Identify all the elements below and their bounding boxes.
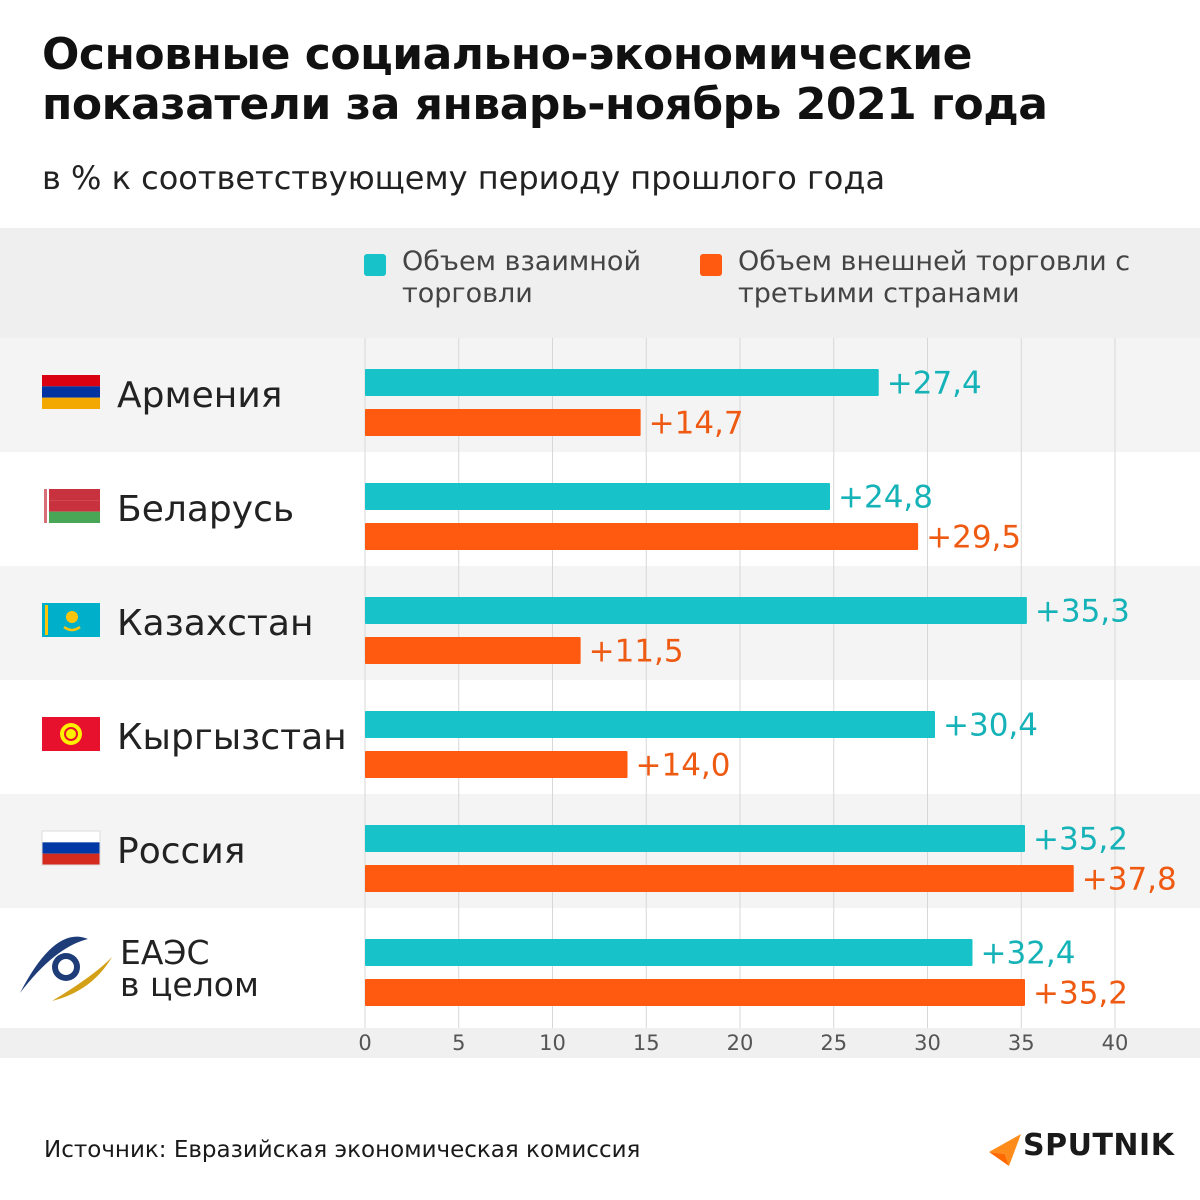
data-label: +35,2 — [1033, 976, 1128, 1012]
belarus-flag — [42, 489, 100, 523]
bar-external — [365, 865, 1074, 892]
armenia-flag — [42, 375, 100, 409]
category-label: ЕАЭС — [120, 933, 210, 972]
x-tick-label: 0 — [358, 1031, 371, 1055]
x-tick-label: 20 — [727, 1031, 754, 1055]
page-title: Основные социально-экономические показат… — [42, 29, 1048, 130]
bar-external — [365, 409, 641, 436]
kyrgyzstan-flag — [42, 717, 100, 751]
bar-mutual — [365, 369, 879, 396]
legend-band — [0, 228, 1200, 338]
russia-flag — [41, 830, 101, 866]
bar-external — [365, 523, 919, 550]
page-subtitle: в % к соответствующему периоду прошлого … — [42, 159, 886, 197]
x-tick-label: 10 — [539, 1031, 566, 1055]
data-label: +32,4 — [981, 936, 1076, 972]
source-note: Источник: Евразийская экономическая коми… — [44, 1137, 641, 1163]
sputnik-logo-icon — [989, 1134, 1021, 1166]
x-tick-label: 35 — [1008, 1031, 1035, 1055]
category-label: Армения — [117, 375, 282, 416]
eaeu-logo — [20, 936, 112, 1001]
category-label: Беларусь — [117, 489, 294, 530]
bar-external — [365, 751, 628, 778]
bar-external — [365, 979, 1025, 1006]
x-tick-label: 25 — [820, 1031, 847, 1055]
bar-mutual — [365, 825, 1025, 852]
category-label: Кыргызстан — [117, 717, 347, 758]
category-label: в целом — [120, 965, 259, 1004]
bar-mutual — [365, 939, 973, 966]
x-tick-label: 30 — [914, 1031, 941, 1055]
category-label: Казахстан — [117, 603, 314, 644]
data-label: +29,5 — [926, 520, 1021, 556]
bar-mutual — [365, 711, 935, 738]
legend-swatch-mutual — [364, 254, 386, 276]
bar-external — [365, 637, 581, 664]
data-label: +14,0 — [636, 748, 731, 784]
data-label: +24,8 — [838, 480, 933, 516]
data-label: +35,2 — [1033, 822, 1128, 858]
x-tick-label: 5 — [452, 1031, 465, 1055]
category-label: Россия — [117, 831, 245, 872]
legend-swatch-external — [700, 254, 722, 276]
data-label: +37,8 — [1082, 862, 1177, 898]
bar-mutual — [365, 483, 830, 510]
data-label: +14,7 — [649, 406, 744, 442]
data-label: +35,3 — [1035, 594, 1130, 630]
bar-mutual — [365, 597, 1027, 624]
x-tick-label: 15 — [633, 1031, 660, 1055]
data-label: +11,5 — [589, 634, 684, 670]
sputnik-logo-text: SPUTNIK — [1023, 1128, 1175, 1163]
x-tick-label: 40 — [1102, 1031, 1129, 1055]
kazakhstan-flag — [42, 603, 100, 637]
data-label: +27,4 — [887, 366, 982, 402]
legend-label-external: Объем внешней торговли с третьими страна… — [738, 246, 1131, 309]
data-label: +30,4 — [943, 708, 1038, 744]
legend-label-mutual: Объем взаимной торговли — [402, 246, 641, 309]
axis-band — [0, 1028, 1200, 1058]
